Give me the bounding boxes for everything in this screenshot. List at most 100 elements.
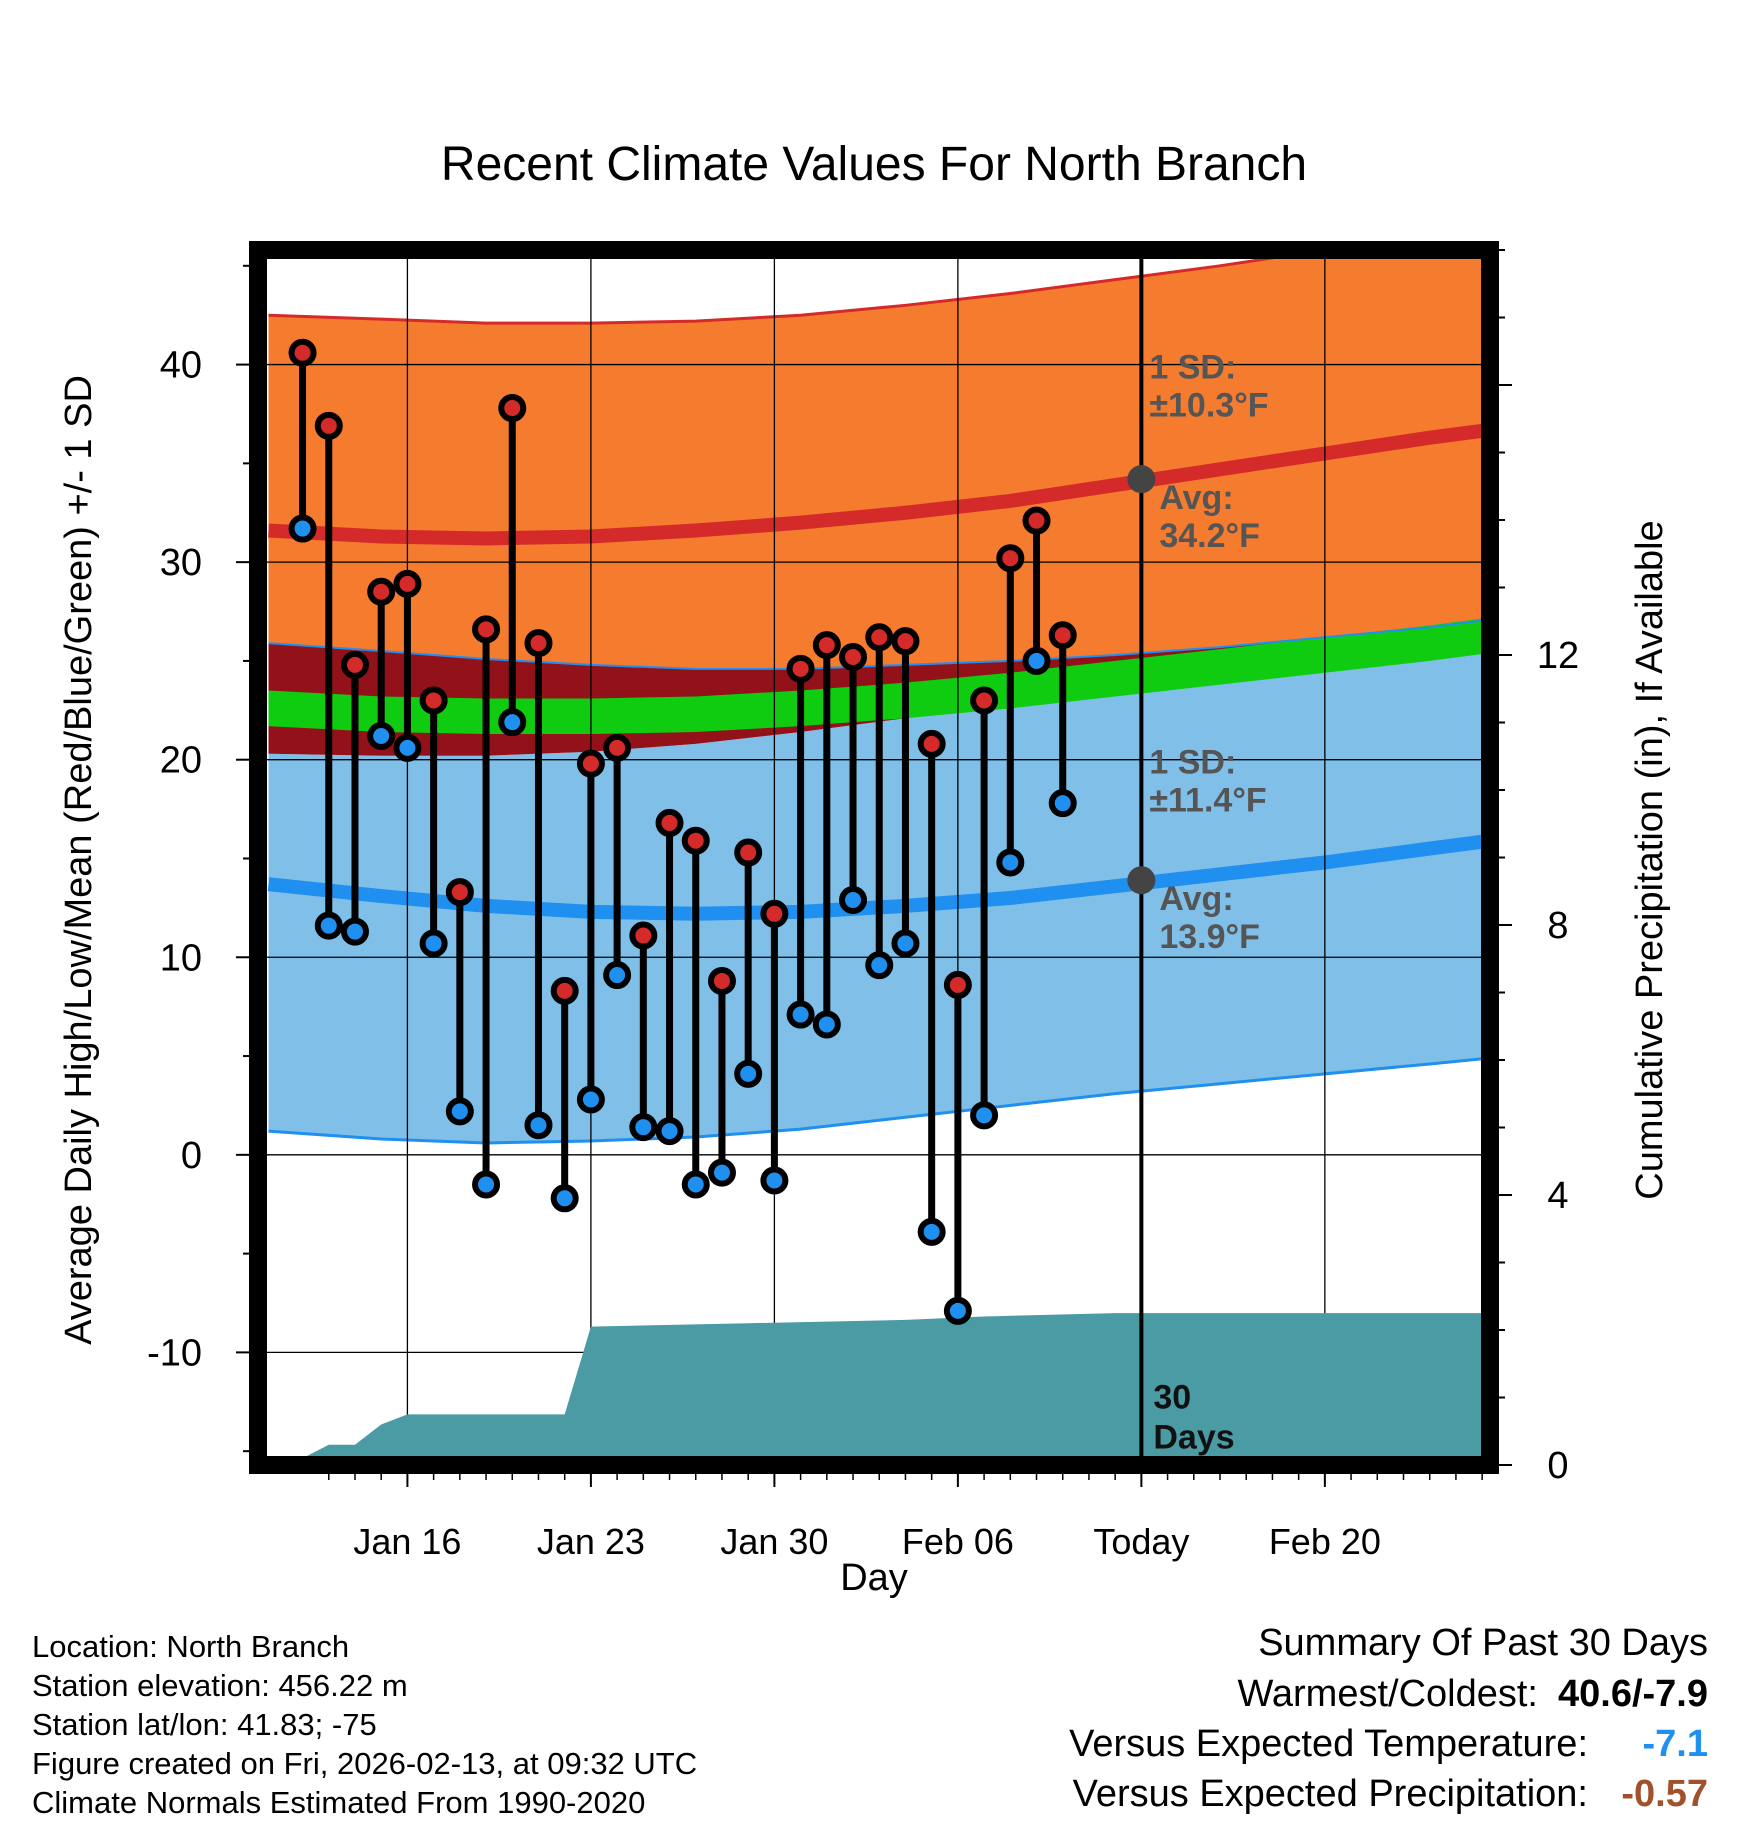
x-tick-label: Jan 23 bbox=[537, 1521, 645, 1562]
low-point bbox=[681, 1170, 710, 1199]
low-point bbox=[970, 1101, 999, 1130]
low-point bbox=[786, 1000, 815, 1029]
y-tick-label: 0 bbox=[181, 1135, 202, 1177]
plot-frame bbox=[249, 241, 1499, 1474]
high-point bbox=[314, 411, 343, 440]
low-point bbox=[603, 961, 632, 990]
summary-panel: Summary Of Past 30 Days Warmest/Coldest:… bbox=[1069, 1617, 1708, 1819]
high-point bbox=[734, 838, 763, 867]
created-text: Figure created on Fri, 2026-02-13, at 09… bbox=[32, 1746, 698, 1781]
cumulative-precip-area bbox=[258, 1313, 1490, 1465]
low-point bbox=[367, 722, 396, 750]
chart-title: Recent Climate Values For North Branch bbox=[441, 138, 1307, 191]
low-point bbox=[734, 1059, 763, 1088]
low-point bbox=[629, 1113, 658, 1142]
high-point bbox=[576, 749, 605, 778]
high-point bbox=[707, 966, 736, 995]
high-point bbox=[839, 642, 868, 671]
high-point bbox=[917, 729, 946, 758]
y-axis-label: Average Daily High/Low/Mean (Red/Blue/Gr… bbox=[58, 375, 100, 1345]
y-tick-label: 30 bbox=[160, 542, 202, 584]
low-point bbox=[314, 911, 343, 940]
x-tick-label: Today bbox=[1093, 1521, 1189, 1562]
axes: Jan 16 Jan 23 Jan 30 Feb 06 Today Feb 20 -10 0 1… bbox=[147, 249, 1579, 1562]
high-point bbox=[760, 899, 789, 928]
high-point bbox=[419, 686, 448, 715]
low-point bbox=[288, 514, 317, 543]
high-point bbox=[472, 615, 501, 644]
high-point bbox=[629, 921, 658, 950]
low-point bbox=[498, 708, 527, 737]
low-point bbox=[865, 951, 894, 980]
elevation-text: Station elevation: 456.22 m bbox=[32, 1668, 408, 1703]
low-point bbox=[550, 1184, 579, 1213]
high-point bbox=[891, 627, 920, 656]
x-axis-label: Day bbox=[840, 1557, 908, 1599]
latlon-text: Station lat/lon: 41.83; -75 bbox=[32, 1707, 377, 1742]
x-tick-label: Jan 16 bbox=[353, 1521, 461, 1562]
high-sd-band bbox=[268, 250, 1490, 669]
high-point bbox=[393, 569, 422, 598]
high-point bbox=[550, 976, 579, 1005]
high-point bbox=[970, 686, 999, 715]
high-point bbox=[524, 629, 553, 658]
precip-anomaly-value: -0.57 bbox=[1621, 1773, 1708, 1815]
high-point bbox=[996, 544, 1025, 573]
high-sd-annotation: 1 SD: ±10.3°F bbox=[1149, 349, 1268, 425]
precip-anomaly-row: Versus Expected Precipitation: -0.57 bbox=[1069, 1769, 1708, 1819]
high-point bbox=[498, 394, 527, 423]
low-point bbox=[393, 733, 422, 762]
warm-cold-label: Warmest/Coldest: bbox=[1237, 1673, 1538, 1715]
high-point bbox=[288, 338, 317, 367]
high-point bbox=[812, 631, 841, 660]
today-low-avg-marker bbox=[1127, 866, 1156, 895]
y-tick-label: 10 bbox=[160, 937, 202, 979]
y2-tick-label: 0 bbox=[1547, 1445, 1568, 1487]
high-point bbox=[340, 650, 369, 679]
high-plus-sd-line bbox=[268, 250, 1335, 325]
low-point bbox=[996, 848, 1025, 877]
x-tick-label: Feb 06 bbox=[902, 1521, 1014, 1562]
warm-cold-row: Warmest/Coldest: 40.6/-7.9 bbox=[1069, 1669, 1708, 1719]
low-point bbox=[445, 1097, 474, 1126]
y2-axis-label: Cumulative Precipitation (in), If Availa… bbox=[1629, 520, 1671, 1199]
low-point bbox=[917, 1217, 946, 1246]
high-point bbox=[865, 623, 894, 652]
low-point bbox=[419, 929, 448, 958]
precip-window-annotation: 30 Days bbox=[1153, 1378, 1234, 1456]
low-point bbox=[891, 929, 920, 958]
high-point bbox=[681, 826, 710, 855]
high-point bbox=[655, 808, 684, 837]
low-point bbox=[1022, 646, 1051, 675]
low-point bbox=[707, 1158, 736, 1187]
x-tick-label: Jan 30 bbox=[720, 1521, 828, 1562]
today-high-avg-marker bbox=[1127, 465, 1156, 494]
low-point bbox=[655, 1117, 684, 1146]
low-point bbox=[839, 885, 868, 914]
low-point bbox=[576, 1085, 605, 1114]
annotations: 1 SD: ±10.3°F Avg: 34.2°F 1 SD: ±11.4°F Avg: 13… bbox=[1127, 250, 1269, 1465]
high-point bbox=[1022, 506, 1051, 535]
low-point bbox=[524, 1111, 553, 1140]
low-avg-annotation: Avg: 13.9°F bbox=[1159, 880, 1260, 956]
y-tick-label: -10 bbox=[147, 1332, 202, 1374]
observation-series bbox=[288, 338, 1077, 1325]
y2-tick-label: 12 bbox=[1537, 635, 1579, 677]
high-point bbox=[603, 733, 632, 762]
climate-chart: Recent Climate Values For North Branch 1… bbox=[58, 138, 1671, 1599]
y-tick-label: 20 bbox=[160, 740, 202, 782]
precip-area bbox=[258, 1313, 1490, 1465]
temp-anomaly-row: Versus Expected Temperature: -7.1 bbox=[1069, 1719, 1708, 1769]
location-text: Location: North Branch bbox=[32, 1629, 350, 1664]
high-point bbox=[367, 577, 396, 606]
high-point bbox=[445, 878, 474, 907]
summary-title: Summary Of Past 30 Days bbox=[1258, 1622, 1708, 1664]
precip-anomaly-label: Versus Expected Precipitation: bbox=[1072, 1773, 1588, 1815]
y2-tick-label: 4 bbox=[1547, 1175, 1568, 1217]
low-point bbox=[943, 1296, 972, 1325]
station-info: Location: North Branch Station elevation… bbox=[32, 1627, 697, 1822]
low-point bbox=[812, 1010, 841, 1039]
y2-tick-label: 8 bbox=[1547, 905, 1568, 947]
x-tick-label: Feb 20 bbox=[1269, 1521, 1381, 1562]
temp-anomaly-label: Versus Expected Temperature: bbox=[1069, 1723, 1588, 1765]
